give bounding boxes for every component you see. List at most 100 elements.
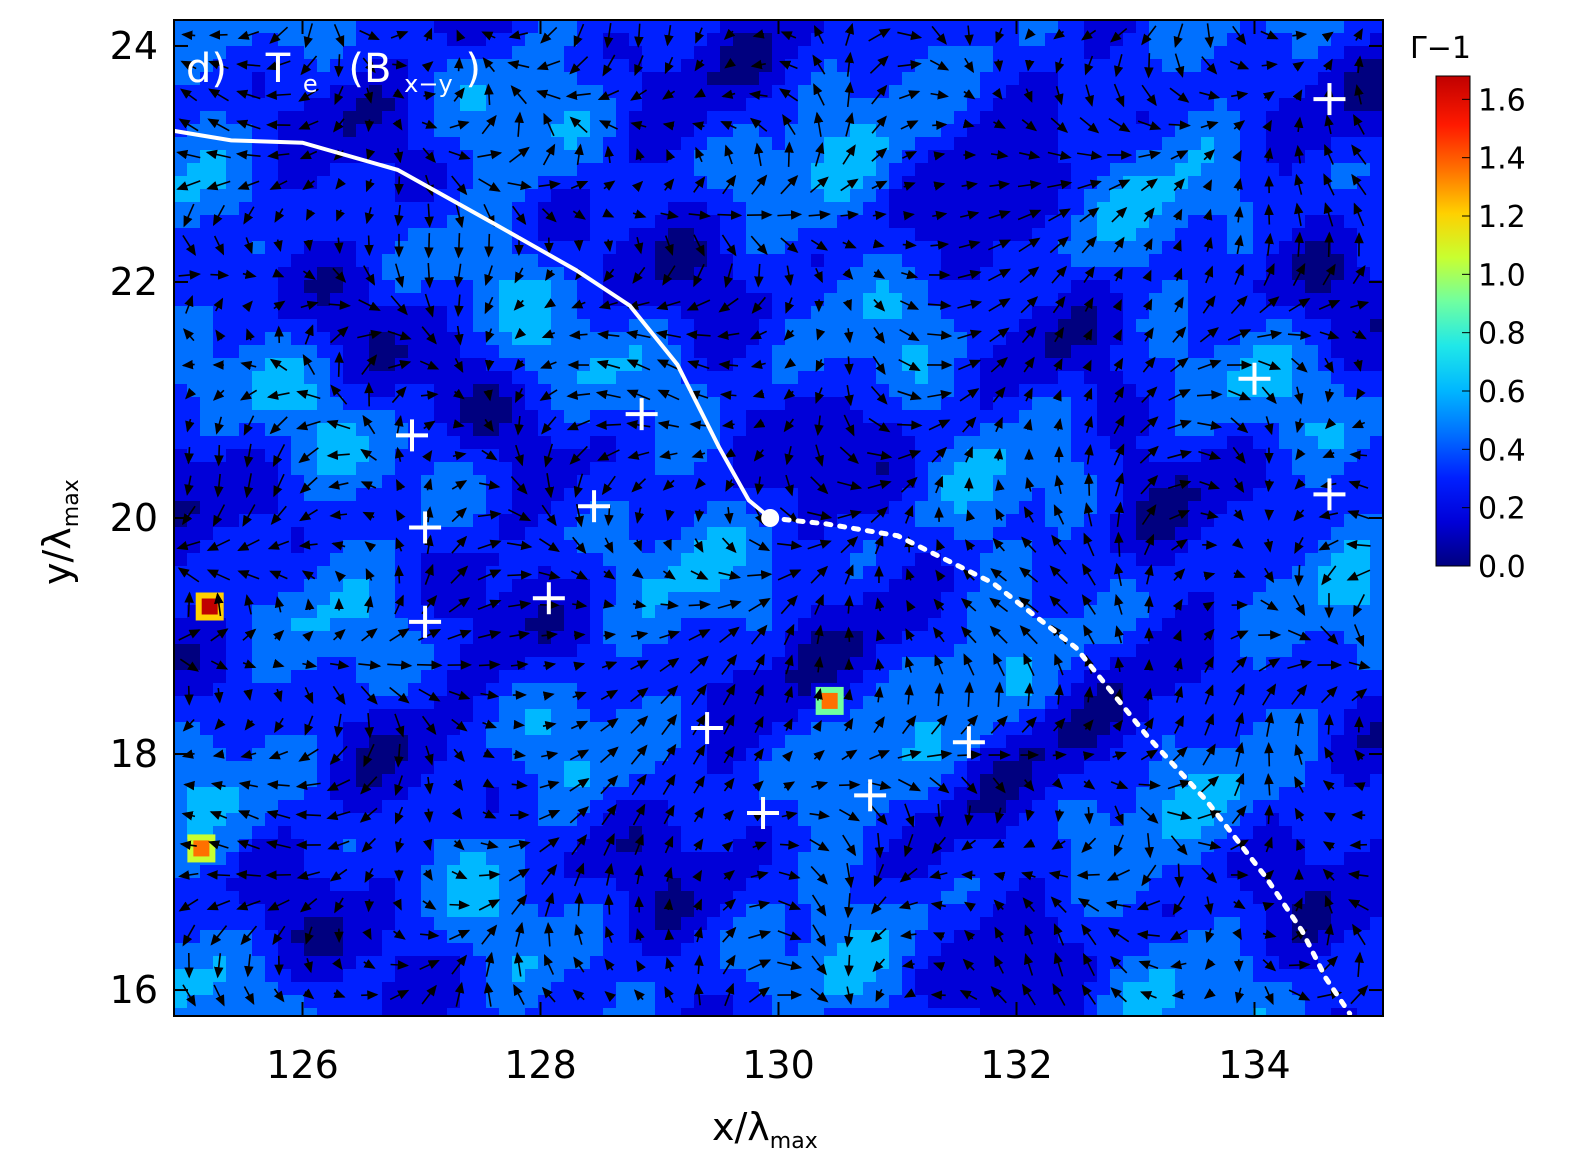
heatmap-cell [265, 592, 278, 605]
heatmap-cell [642, 189, 655, 202]
heatmap-cell [1045, 33, 1058, 46]
heatmap-cell [785, 358, 798, 371]
heatmap-cell [434, 488, 447, 501]
heatmap-cell [993, 163, 1006, 176]
heatmap-cell [551, 319, 564, 332]
heatmap-cell [1084, 371, 1097, 384]
heatmap-cell [1279, 566, 1292, 579]
heatmap-cell [707, 33, 720, 46]
heatmap-cell [226, 618, 239, 631]
heatmap-cell [928, 488, 941, 501]
heatmap-cell [954, 72, 967, 85]
heatmap-cell [265, 254, 278, 267]
heatmap-cell [850, 384, 863, 397]
heatmap-cell [733, 423, 746, 436]
heatmap-cell [694, 72, 707, 85]
heatmap-cell [824, 657, 837, 670]
heatmap-cell [1292, 306, 1305, 319]
heatmap-cell [863, 124, 876, 137]
heatmap-cell [824, 488, 837, 501]
heatmap-cell [1370, 189, 1383, 202]
heatmap-cell [382, 670, 395, 683]
heatmap-cell [1331, 371, 1344, 384]
heatmap-cell [538, 332, 551, 345]
heatmap-cell [278, 72, 291, 85]
heatmap-cell [525, 137, 538, 150]
heatmap-cell [460, 579, 473, 592]
heatmap-cell [577, 228, 590, 241]
heatmap-cell [408, 553, 421, 566]
heatmap-cell [1370, 150, 1383, 163]
heatmap-cell [1006, 501, 1019, 514]
heatmap-cell [811, 488, 824, 501]
heatmap-cell [525, 20, 538, 33]
heatmap-cell [1305, 215, 1318, 228]
heatmap-cell [616, 124, 629, 137]
heatmap-cell [668, 163, 681, 176]
heatmap-cell [629, 592, 642, 605]
heatmap-cell [291, 189, 304, 202]
heatmap-cell [512, 670, 525, 683]
heatmap-cell [733, 709, 746, 722]
heatmap-cell [850, 163, 863, 176]
heatmap-cell [850, 293, 863, 306]
heatmap-cell [1227, 618, 1240, 631]
heatmap-cell [694, 579, 707, 592]
heatmap-cell [616, 306, 629, 319]
heatmap-cell [668, 319, 681, 332]
heatmap-cell [590, 33, 603, 46]
heatmap-cell [226, 527, 239, 540]
heatmap-cell [486, 20, 499, 33]
heatmap-cell [642, 176, 655, 189]
heatmap-cell [746, 293, 759, 306]
heatmap-cell [1344, 540, 1357, 553]
heatmap-cell [226, 553, 239, 566]
heatmap-cell [1188, 592, 1201, 605]
heatmap-cell [1344, 384, 1357, 397]
heatmap-cell [265, 670, 278, 683]
heatmap-cell [1305, 46, 1318, 59]
heatmap-cell [720, 254, 733, 267]
heatmap-cell [928, 566, 941, 579]
heatmap-cell [265, 228, 278, 241]
heatmap-cell [811, 293, 824, 306]
heatmap-cell [863, 410, 876, 423]
heatmap-cell [1097, 462, 1110, 475]
heatmap-cell [538, 228, 551, 241]
heatmap-cell [668, 566, 681, 579]
heatmap-cell [616, 709, 629, 722]
heatmap-cell [1253, 228, 1266, 241]
heatmap-cell [1058, 72, 1071, 85]
heatmap-cell [1214, 241, 1227, 254]
heatmap-cell [369, 228, 382, 241]
heatmap-cell [1305, 202, 1318, 215]
heatmap-cell [759, 527, 772, 540]
heatmap-cell [1305, 319, 1318, 332]
heatmap-cell [590, 436, 603, 449]
heatmap-cell [889, 137, 902, 150]
heatmap-cell [1149, 605, 1162, 618]
heatmap-cell [356, 267, 369, 280]
heatmap-cell [1045, 475, 1058, 488]
heatmap-cell [1084, 423, 1097, 436]
heatmap-cell [1227, 475, 1240, 488]
heatmap-cell [811, 306, 824, 319]
heatmap-cell [967, 176, 980, 189]
heatmap-cell [408, 579, 421, 592]
heatmap-cell [694, 98, 707, 111]
heatmap-cell [1097, 241, 1110, 254]
heatmap-cell [590, 670, 603, 683]
heatmap-cell [980, 59, 993, 72]
heatmap-cell [265, 33, 278, 46]
heatmap-cell [850, 605, 863, 618]
heatmap-cell [1045, 20, 1058, 33]
heatmap-cell [876, 488, 889, 501]
heatmap-cell [174, 345, 187, 358]
heatmap-cell [824, 319, 837, 332]
heatmap-cell [1032, 579, 1045, 592]
heatmap-cell [785, 449, 798, 462]
heatmap-cell [1279, 553, 1292, 566]
heatmap-cell [278, 345, 291, 358]
heatmap-cell [681, 319, 694, 332]
heatmap-cell [213, 280, 226, 293]
